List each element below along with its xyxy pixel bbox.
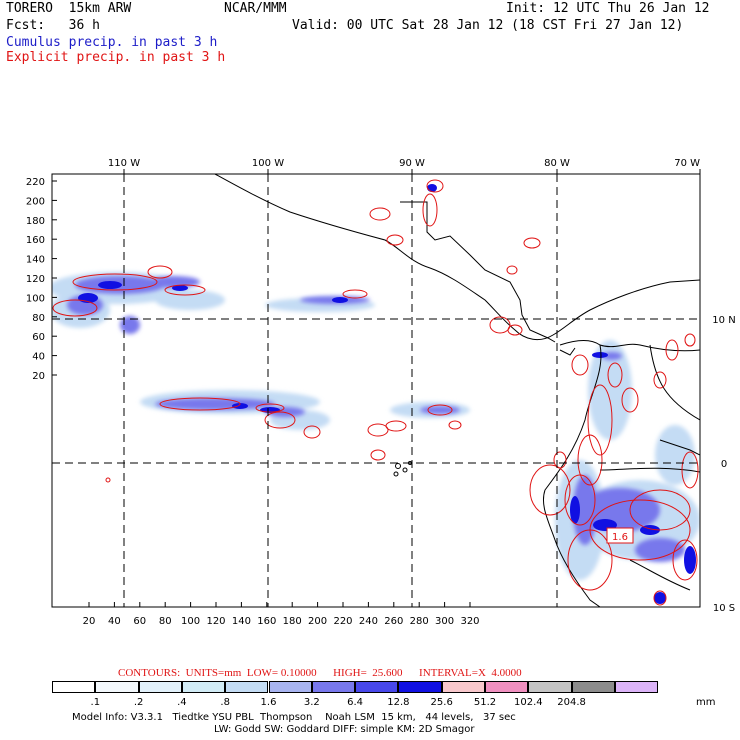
color-scale-bin [225, 681, 269, 693]
y-tick-label: 180 [26, 216, 45, 227]
lon-label: 90 W [399, 158, 425, 169]
init-time: Init: 12 UTC Thu 26 Jan 12 [506, 1, 710, 16]
contour-label-box [606, 527, 634, 544]
x-tick-label: 80 [159, 616, 172, 627]
color-scale-label: 6.4 [347, 697, 364, 708]
x-tick-label: 260 [384, 616, 403, 627]
color-scale-bin [52, 681, 96, 693]
map-frame [51, 173, 701, 608]
cumulus-heavy-cores [78, 184, 696, 604]
color-scale-bin [95, 681, 139, 693]
y-tick-label: 200 [26, 196, 45, 207]
color-scale-label: .8 [220, 697, 230, 708]
galapagos-islands [393, 461, 412, 477]
color-scale-bin [571, 681, 615, 693]
color-scale-bin [268, 681, 312, 693]
color-scale-bin [138, 681, 182, 693]
x-tick-label: 320 [460, 616, 479, 627]
x-tick-label: 140 [232, 616, 251, 627]
cumulus-light-shading [52, 272, 700, 580]
color-scale-bin [441, 681, 485, 693]
x-tick-label: 240 [359, 616, 378, 627]
lon-label: 70 W [674, 158, 700, 169]
x-tick-label: 60 [133, 616, 146, 627]
lat-label: 0 [721, 459, 727, 470]
color-scale-label: 1.6 [260, 697, 277, 708]
x-tick-label: 220 [333, 616, 352, 627]
color-scale-label: 3.2 [303, 697, 320, 708]
lon-label: 110 W [108, 158, 140, 169]
lat-label: 10 N [712, 315, 735, 326]
lat-label: 10 S [713, 603, 735, 614]
graticule [52, 174, 700, 607]
scale-unit: mm [696, 697, 716, 708]
model-physics: LW: Godd SW: Goddard DIFF: simple KM: 2D… [214, 724, 475, 735]
lon-label: 100 W [252, 158, 284, 169]
y-tick-label: 60 [32, 332, 45, 343]
y-tick-label: 140 [26, 255, 45, 266]
contour-label: 1.6 [612, 532, 628, 543]
x-tick-label: 100 [181, 616, 200, 627]
coastlines [214, 174, 700, 607]
x-tick-label: 20 [83, 616, 96, 627]
color-scale-label: 12.8 [387, 697, 410, 708]
y-tick-label: 120 [26, 274, 45, 285]
color-scale-label: 204.8 [557, 697, 586, 708]
x-tick-label: 180 [283, 616, 302, 627]
color-scale-label: .2 [133, 697, 144, 708]
model-info: Model Info: V3.3.1 Tiedtke YSU PBL Thomp… [72, 712, 516, 723]
y-tick-label: 40 [32, 352, 45, 363]
x-tick-label: 200 [308, 616, 327, 627]
y-tick-label: 80 [32, 313, 45, 324]
color-scale-label: 25.6 [430, 697, 453, 708]
forecast-hour: Fcst: 36 h [6, 18, 100, 33]
color-scale-label: .1 [90, 697, 101, 708]
color-scale-bin [614, 681, 659, 693]
color-scale-bin [355, 681, 399, 693]
x-tick-label: 40 [108, 616, 121, 627]
color-scale-bin [398, 681, 442, 693]
y-tick-label: 20 [32, 371, 45, 382]
y-tick-label: 100 [26, 293, 45, 304]
model-title: TORERO 15km ARW [6, 1, 132, 16]
lon-label: 80 W [544, 158, 570, 169]
org-label: NCAR/MMM [224, 1, 287, 16]
color-scale-bin [181, 681, 226, 693]
color-scale-bin [528, 681, 572, 693]
valid-time: Valid: 00 UTC Sat 28 Jan 12 (18 CST Fri … [292, 18, 684, 33]
x-tick-label: 280 [410, 616, 429, 627]
color-scale-bin [311, 681, 356, 693]
y-tick-label: 160 [26, 235, 45, 246]
axis-ticks [52, 169, 701, 607]
x-tick-label: 120 [206, 616, 225, 627]
legend-explicit: Explicit precip. in past 3 h [6, 50, 226, 65]
color-scale-bin [485, 681, 529, 693]
axis-labels: 110 W 100 W 90 W 80 W 70 W 10 N 0 10 S 220 200 180… [26, 158, 736, 627]
legend-cumulus: Cumulus precip. in past 3 h [6, 35, 218, 50]
x-tick-label: 300 [435, 616, 454, 627]
color-scale-label: 51.2 [473, 697, 497, 708]
color-scale-label: 102.4 [513, 697, 543, 708]
contours-info: CONTOURS: UNITS=mm LOW= 0.10000 HIGH= 25… [118, 667, 522, 679]
y-tick-label: 220 [26, 177, 45, 188]
x-tick-label: 160 [257, 616, 276, 627]
color-scale-label: .4 [177, 697, 187, 708]
explicit-precip-contours [52, 179, 699, 606]
